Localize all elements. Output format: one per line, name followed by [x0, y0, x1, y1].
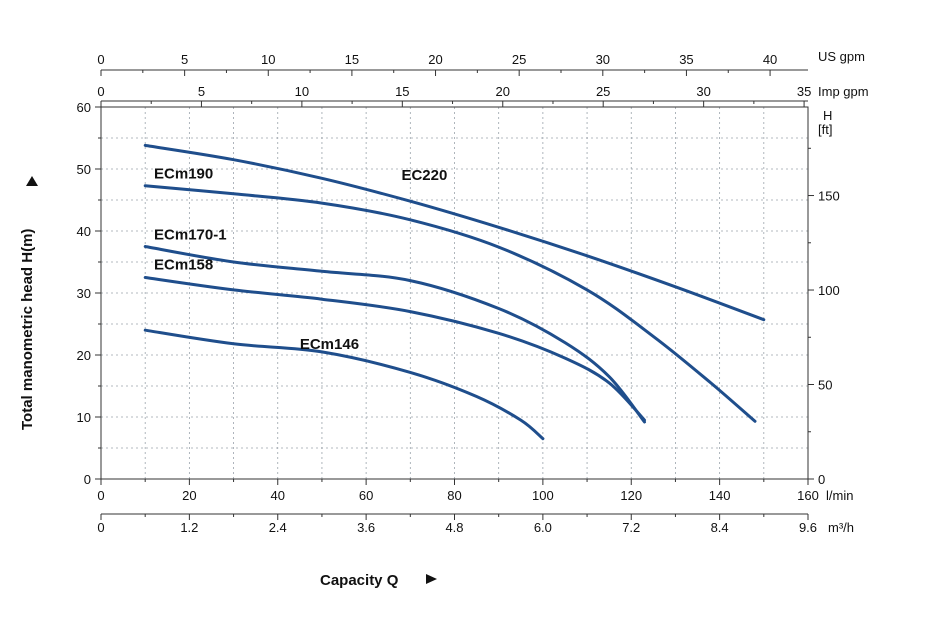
imp-gpm-tick-label: 25	[596, 84, 610, 99]
feet-tick-label: 100	[818, 283, 840, 298]
pump-curves	[143, 143, 766, 441]
x-tick-label: 80	[447, 488, 461, 503]
m3h-unit: m³/h	[828, 520, 854, 535]
y-axis-title-text: Total manometric head H(m)	[19, 229, 36, 430]
x-tick-label: 20	[182, 488, 196, 503]
y-tick-label: 10	[77, 410, 91, 425]
us-gpm-tick-label: 0	[97, 52, 104, 67]
x-axis-arrow-icon	[426, 574, 437, 584]
us-gpm-unit: US gpm	[818, 49, 865, 64]
us-gpm-tick-label: 25	[512, 52, 526, 67]
grid	[101, 107, 808, 479]
imp-gpm-tick-label: 20	[496, 84, 510, 99]
m3h-tick-label: 2.4	[269, 520, 287, 535]
curve-labels: EC220 ECm190 ECm170-1 ECm158 ECm146	[154, 165, 447, 352]
us-gpm-tick-label: 15	[345, 52, 359, 67]
curve-label-ec220: EC220	[401, 167, 447, 184]
curve-label-ecm170-1: ECm170-1	[154, 227, 227, 244]
us-gpm-tick-label: 10	[261, 52, 275, 67]
m3h-tick-label: 0	[97, 520, 104, 535]
feet-tick-label: 50	[818, 378, 832, 393]
imp-gpm-tick-label: 5	[198, 84, 205, 99]
x-tick-label: 120	[620, 488, 642, 503]
x-tick-label: 100	[532, 488, 554, 503]
imp-gpm-tick-label: 0	[97, 84, 104, 99]
curve-label-ecm190: ECm190	[154, 165, 213, 182]
feet-unit-ft: [ft]	[818, 122, 832, 137]
imp-gpm-tick-label: 10	[295, 84, 309, 99]
curve-ecm170-1	[143, 245, 646, 424]
imp-gpm-tick-label: 30	[696, 84, 710, 99]
us-gpm-tick-label: 30	[596, 52, 610, 67]
us-gpm-tick-label: 20	[428, 52, 442, 67]
curve-ecm158	[143, 276, 646, 422]
y-tick-label: 60	[77, 100, 91, 115]
feet-tick-label: 150	[818, 189, 840, 204]
m3h-tick-label: 3.6	[357, 520, 375, 535]
y-tick-label: 30	[77, 286, 91, 301]
curve-label-ecm146: ECm146	[300, 336, 359, 353]
us-gpm-tick-label: 35	[679, 52, 693, 67]
m3h-tick-label: 8.4	[711, 520, 729, 535]
us-gpm-tick-label: 40	[763, 52, 777, 67]
y-tick-label: 0	[84, 472, 91, 487]
y-tick-label: 50	[77, 162, 91, 177]
x-axis-title: Capacity Q	[320, 572, 399, 589]
x-tick-label: 40	[271, 488, 285, 503]
x-tick-label: 60	[359, 488, 373, 503]
x-tick-label: 0	[97, 488, 104, 503]
y-tick-label: 20	[77, 348, 91, 363]
axes	[95, 69, 814, 520]
lmin-unit: l/min	[826, 488, 853, 503]
us-gpm-tick-label: 5	[181, 52, 188, 67]
imp-gpm-tick-label: 15	[395, 84, 409, 99]
m3h-tick-label: 9.6	[799, 520, 817, 535]
m3h-tick-label: 1.2	[180, 520, 198, 535]
imp-gpm-tick-label: 35	[797, 84, 811, 99]
x-tick-label: 140	[709, 488, 731, 503]
y-tick-label: 40	[77, 224, 91, 239]
m3h-tick-label: 7.2	[622, 520, 640, 535]
curve-ec220	[143, 143, 766, 322]
m3h-tick-label: 4.8	[445, 520, 463, 535]
curve-ecm190	[143, 184, 757, 423]
x-tick-label: 160	[797, 488, 819, 503]
y-axis-title: Total manometric head H(m)	[19, 229, 36, 430]
imp-gpm-unit: Imp gpm	[818, 84, 869, 99]
m3h-tick-label: 6.0	[534, 520, 552, 535]
curve-ecm146	[143, 328, 545, 441]
curve-label-ecm158: ECm158	[154, 256, 213, 273]
feet-unit-h: H	[823, 108, 832, 123]
y-axis-arrow-icon	[26, 176, 38, 186]
feet-tick-label: 0	[818, 472, 825, 487]
